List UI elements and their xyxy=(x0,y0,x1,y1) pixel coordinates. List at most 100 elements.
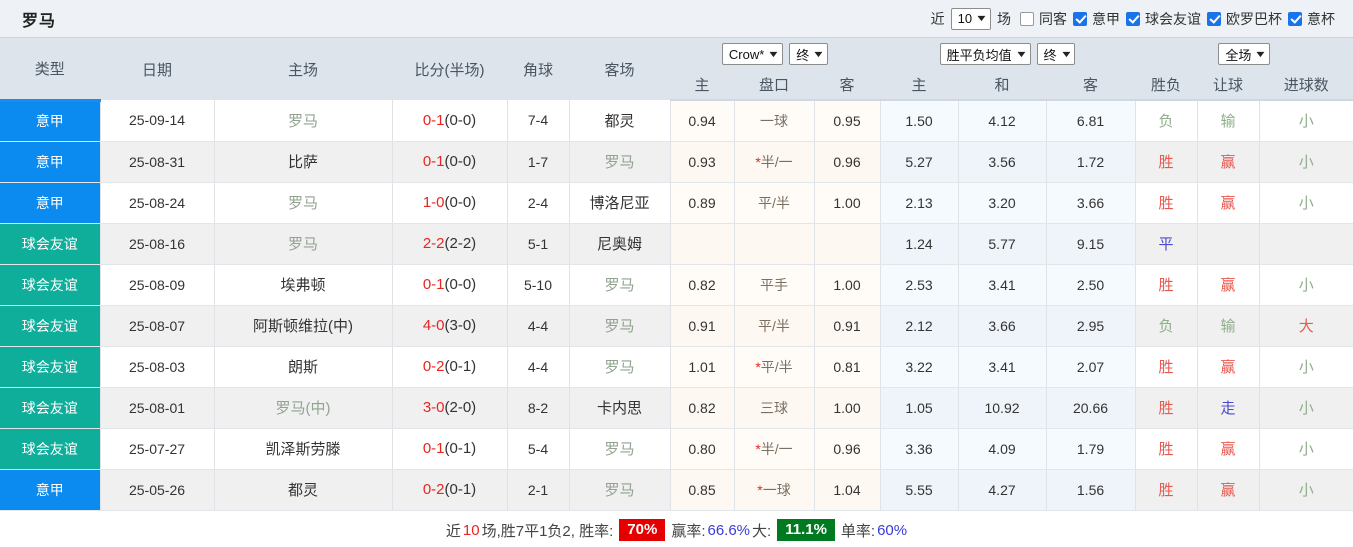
cell-handicap-line: 平/半 xyxy=(734,305,815,347)
euro-phase-select[interactable]: 终 ▼ xyxy=(1036,43,1076,65)
cell-result-handicap: 赢 xyxy=(1197,428,1260,470)
cell-away-team[interactable]: 尼奥姆 xyxy=(569,223,671,265)
cell-home-team[interactable]: 朗斯 xyxy=(214,346,393,388)
summary-prefix: 近 xyxy=(445,522,461,540)
cell-home-team[interactable]: 罗马(中) xyxy=(214,387,393,429)
cell-handicap-home-odds: 0.93 xyxy=(670,141,735,183)
cell-date: 25-09-14 xyxy=(100,100,215,142)
cell-result-winloss: 胜 xyxy=(1135,428,1198,470)
cell-corner: 2-4 xyxy=(507,182,570,224)
cell-handicap-away-odds: 1.00 xyxy=(814,387,881,429)
euro-phase-value: 终 xyxy=(1043,47,1057,63)
table-row[interactable]: 球会友谊 25-08-16 罗马 2-2(2-2) 5-1 尼奥姆 1.24 5.77 9.15… xyxy=(0,223,1353,265)
cell-euro-home-odds: 2.13 xyxy=(880,182,959,224)
cell-result-handicap xyxy=(1197,223,1260,265)
cell-euro-draw-odds: 4.27 xyxy=(958,469,1047,511)
cell-result-goals: 小 xyxy=(1259,469,1353,511)
euro-controls-cell: 胜平负均值 ▼ 终 ▼ xyxy=(880,38,1136,70)
table-row[interactable]: 意甲 25-08-31 比萨 0-1(0-0) 1-7 罗马 0.93 *半/一 0.96 5.2… xyxy=(0,141,1353,183)
filter-checkbox-group-coppa[interactable]: 意杯 xyxy=(1282,9,1335,29)
euro-type-select[interactable]: 胜平负均值 ▼ xyxy=(939,43,1031,65)
same-away-label: 同客 xyxy=(1039,10,1067,27)
win-rate-badge: 70% xyxy=(619,519,666,541)
cell-away-team[interactable]: 博洛尼亚 xyxy=(569,182,671,224)
cell-handicap-home-odds xyxy=(670,223,735,265)
filter-checkbox-group-europa[interactable]: 欧罗巴杯 xyxy=(1201,9,1282,29)
same-away-checkbox[interactable] xyxy=(1020,11,1034,26)
cell-euro-home-odds: 1.24 xyxy=(880,223,959,265)
table-row[interactable]: 球会友谊 25-08-09 埃弗顿 0-1(0-0) 5-10 罗马 0.82 平手 1.00 2… xyxy=(0,264,1353,306)
filter-checkbox-europa[interactable] xyxy=(1207,11,1221,26)
cell-result-winloss: 胜 xyxy=(1135,264,1198,306)
filter-checkbox-club-friendly[interactable] xyxy=(1126,11,1140,26)
cell-handicap-line: 三球 xyxy=(734,387,815,429)
cell-handicap-home-odds: 1.01 xyxy=(670,346,735,388)
table-row[interactable]: 球会友谊 25-08-03 朗斯 0-2(0-1) 4-4 罗马 1.01 *平/半 0.81 3… xyxy=(0,346,1353,388)
summary-mid: 场,胜7平1负2, 胜率: xyxy=(481,522,614,540)
cell-euro-draw-odds: 3.41 xyxy=(958,346,1047,388)
over-rate-badge: 11.1% xyxy=(777,519,835,541)
chevron-down-icon: ▼ xyxy=(1059,48,1073,59)
cell-away-team[interactable]: 卡内思 xyxy=(569,387,671,429)
table-row[interactable]: 球会友谊 25-07-27 凯泽斯劳滕 0-1(0-1) 5-4 罗马 0.80 *半/一 0.… xyxy=(0,428,1353,470)
table-row[interactable]: 球会友谊 25-08-01 罗马(中) 3-0(2-0) 8-2 卡内思 0.82 三球 1.0… xyxy=(0,387,1353,429)
cell-euro-home-odds: 3.22 xyxy=(880,346,959,388)
cell-home-team[interactable]: 都灵 xyxy=(214,469,393,511)
cell-euro-away-odds: 20.66 xyxy=(1046,387,1136,429)
chevron-down-icon: ▼ xyxy=(811,48,826,59)
cell-corner: 4-4 xyxy=(507,346,570,388)
cell-away-team[interactable]: 罗马 xyxy=(569,346,671,388)
cell-home-team[interactable]: 阿斯顿维拉(中) xyxy=(214,305,393,347)
recent-count-select[interactable]: 10 ▼ xyxy=(950,7,991,30)
filter-checkbox-seriea[interactable] xyxy=(1073,11,1087,26)
cell-home-team[interactable]: 比萨 xyxy=(214,141,393,183)
cell-result-winloss: 胜 xyxy=(1135,387,1198,429)
cell-home-team[interactable]: 罗马 xyxy=(214,223,393,265)
cell-corner: 7-4 xyxy=(507,100,570,142)
cell-away-team[interactable]: 都灵 xyxy=(569,100,671,142)
cell-date: 25-08-09 xyxy=(100,264,215,306)
period-select[interactable]: 全场 ▼ xyxy=(1218,43,1271,65)
handicap-phase-value: 终 xyxy=(796,47,810,63)
filter-checkbox-coppa[interactable] xyxy=(1288,11,1302,26)
summary-count: 10 xyxy=(462,521,480,539)
cell-result-winloss: 胜 xyxy=(1135,469,1198,511)
table-row[interactable]: 意甲 25-05-26 都灵 0-2(0-1) 2-1 罗马 0.85 *一球 1.04 5.55… xyxy=(0,469,1353,511)
handicap-phase-select[interactable]: 终 ▼ xyxy=(789,43,829,65)
handicap-company-select[interactable]: Crow* ▼ xyxy=(721,43,784,65)
cell-euro-away-odds: 3.66 xyxy=(1046,182,1136,224)
table-row[interactable]: 球会友谊 25-08-07 阿斯顿维拉(中) 4-0(3-0) 4-4 罗马 0.91 平/半… xyxy=(0,305,1353,347)
cell-handicap-away-odds: 1.04 xyxy=(814,469,881,511)
filter-checkbox-group-seriea[interactable]: 意甲 xyxy=(1067,9,1120,29)
table-row[interactable]: 意甲 25-09-14 罗马 0-1(0-0) 7-4 都灵 0.94 一球 0.95 1.50 4… xyxy=(0,100,1353,142)
table-row[interactable]: 意甲 25-08-24 罗马 1-0(0-0) 2-4 博洛尼亚 0.89 平/半 1.00 2.… xyxy=(0,182,1353,224)
table-head: 类型 日期 主场 比分(半场) 角球 客场 Crow* ▼ 终 ▼ xyxy=(0,38,1353,102)
filter-checkbox-group-club-friendly[interactable]: 球会友谊 xyxy=(1120,9,1201,29)
cell-result-handicap: 输 xyxy=(1197,305,1260,347)
cell-handicap-line: *半/一 xyxy=(734,428,815,470)
cell-corner: 5-10 xyxy=(507,264,570,306)
cell-result-handicap: 赢 xyxy=(1197,141,1260,183)
handicap-win-value: 66.6% xyxy=(707,521,751,539)
cell-home-team[interactable]: 罗马 xyxy=(214,100,393,142)
cell-home-team[interactable]: 罗马 xyxy=(214,182,393,224)
cell-away-team[interactable]: 罗马 xyxy=(569,264,671,306)
cell-type: 球会友谊 xyxy=(0,387,101,429)
cell-away-team[interactable]: 罗马 xyxy=(569,305,671,347)
cell-result-winloss: 平 xyxy=(1135,223,1198,265)
cell-away-team[interactable]: 罗马 xyxy=(569,428,671,470)
cell-away-team[interactable]: 罗马 xyxy=(569,141,671,183)
cell-handicap-home-odds: 0.82 xyxy=(670,387,735,429)
cell-handicap-home-odds: 0.85 xyxy=(670,469,735,511)
filter-label-seriea: 意甲 xyxy=(1092,10,1120,27)
cell-type: 球会友谊 xyxy=(0,223,101,265)
cell-date: 25-08-03 xyxy=(100,346,215,388)
cell-home-team[interactable]: 凯泽斯劳滕 xyxy=(214,428,393,470)
cell-home-team[interactable]: 埃弗顿 xyxy=(214,264,393,306)
euro-type-value: 胜平负均值 xyxy=(946,47,1012,63)
cell-score: 4-0(3-0) xyxy=(392,305,508,347)
cell-date: 25-05-26 xyxy=(100,469,215,511)
summary-footer: 近 10 场,胜7平1负2, 胜率: 70% 赢率: 66.6% 大: 11.1… xyxy=(0,510,1353,547)
cell-away-team[interactable]: 罗马 xyxy=(569,469,671,511)
same-away-checkbox-group[interactable]: 同客 xyxy=(1014,9,1067,29)
